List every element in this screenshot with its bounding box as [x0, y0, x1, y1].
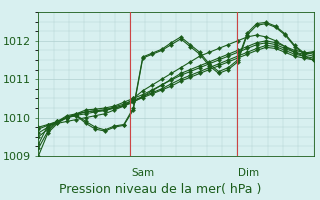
Text: Sam: Sam: [132, 168, 155, 178]
Text: Dim: Dim: [238, 168, 259, 178]
Text: Pression niveau de la mer( hPa ): Pression niveau de la mer( hPa ): [59, 183, 261, 196]
